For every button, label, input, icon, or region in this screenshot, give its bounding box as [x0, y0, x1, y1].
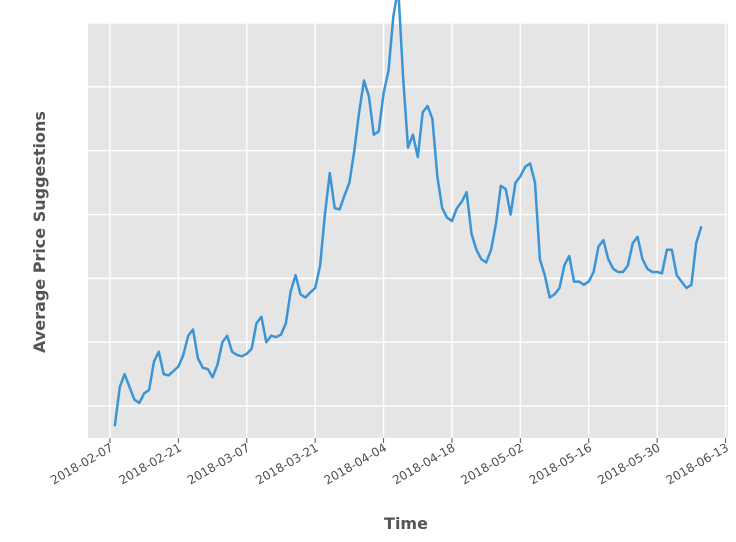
- x-tick-label: 2018-04-04: [322, 440, 389, 487]
- x-tick-label: 2018-04-18: [390, 440, 457, 487]
- y-axis-label: Average Price Suggestions: [30, 111, 49, 353]
- x-tick-label: 2018-06-13: [664, 440, 731, 487]
- x-axis-label: Time: [384, 514, 428, 533]
- plot-background: [88, 23, 728, 438]
- x-tick-label: 2018-05-30: [595, 440, 662, 487]
- x-tick-label: 2018-05-02: [458, 440, 525, 487]
- x-tick-label: 2018-02-21: [116, 440, 183, 487]
- x-tick-label: 2018-02-07: [48, 440, 115, 487]
- x-tick-label: 2018-05-16: [527, 440, 594, 487]
- x-tick-label: 2018-03-07: [185, 440, 252, 487]
- x-tick-label: 2018-03-21: [253, 440, 320, 487]
- series-line: [113, 0, 703, 427]
- x-axis-ticks: 2018-02-07 2018-02-21 2018-03-07 2018-03-21…: [48, 438, 731, 487]
